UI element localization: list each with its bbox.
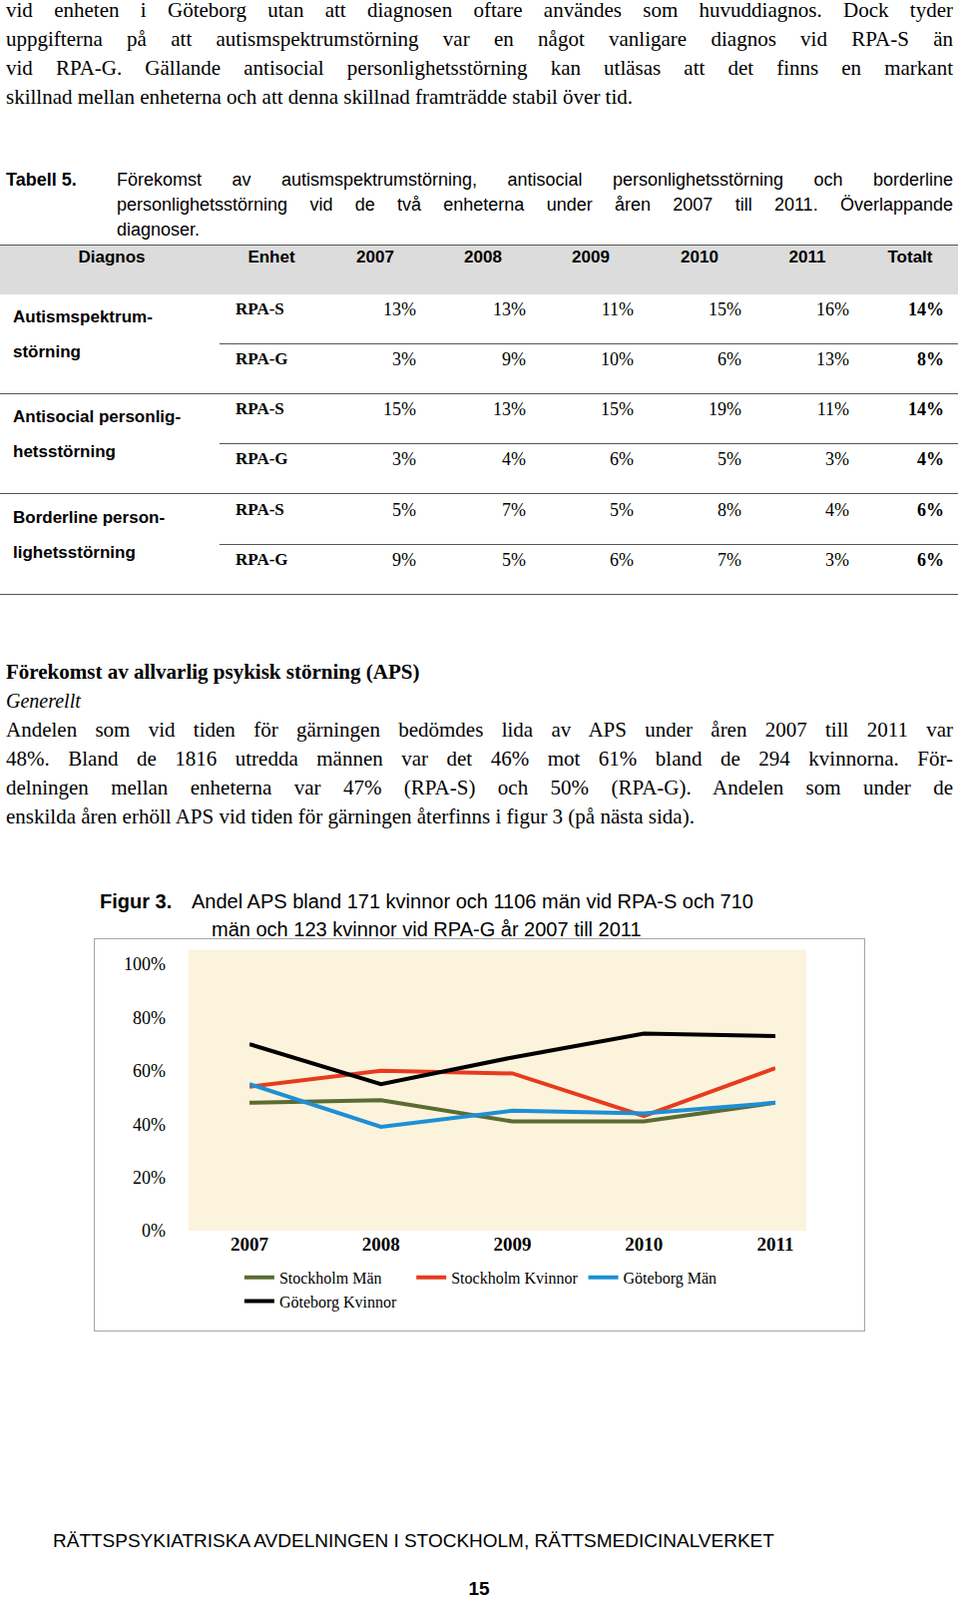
html-text:9%: 9% — [501, 349, 526, 370]
html-text:13%: 13% — [492, 399, 526, 420]
html-text:RPA-G: RPA-G — [235, 449, 288, 469]
svg-text:Göteborg Män: Göteborg Män — [623, 1269, 717, 1288]
html-text:8%: 8% — [717, 499, 742, 520]
html-text:3%: 3% — [825, 549, 850, 570]
html-text:Figur 3.: Figur 3. — [99, 890, 172, 913]
html-text:6%: 6% — [917, 499, 945, 520]
html-text:Andel APS bland 171 kvinnor oc: Andel APS bland 171 kvinnor och 1106 män… — [191, 890, 754, 913]
svg-text:Göteborg Kvinnor: Göteborg Kvinnor — [279, 1293, 398, 1312]
html-text:störning: störning — [12, 342, 81, 362]
svg-text:2009: 2009 — [493, 1233, 532, 1255]
html-text:Totalt: Totalt — [887, 247, 933, 267]
html-text:män och 123 kvinnor vid RPA-G: män och 123 kvinnor vid RPA-G år 2007 ti… — [211, 918, 642, 941]
html-text:13%: 13% — [492, 299, 526, 320]
html-text:3%: 3% — [825, 449, 850, 470]
html-text:3%: 3% — [392, 349, 417, 370]
html-text:2007: 2007 — [356, 247, 395, 267]
svg-text:Stockholm Kvinnor: Stockholm Kvinnor — [451, 1269, 578, 1287]
svg-text:Stockholm Män: Stockholm Män — [279, 1269, 383, 1287]
html-text:Tabell 5.: Tabell 5. — [5, 169, 77, 190]
html-text:Antisocial personlig-: Antisocial personlig- — [12, 407, 181, 427]
html-text:14%: 14% — [908, 299, 945, 320]
html-text:Autismspektrum-: Autismspektrum- — [12, 307, 153, 327]
html-text:15: 15 — [468, 1577, 490, 1599]
svg-text:2007: 2007 — [230, 1233, 270, 1255]
svg-text:2008: 2008 — [362, 1233, 401, 1255]
html-text:RPA-S: RPA-S — [235, 399, 285, 419]
html-text:15%: 15% — [708, 299, 742, 320]
html-text:4%: 4% — [501, 449, 526, 470]
html-text:vid RPA-G. Gällande antisocial: vid RPA-G. Gällande antisocial personlig… — [5, 55, 954, 80]
html-text:9%: 9% — [392, 549, 417, 570]
html-text:5%: 5% — [717, 449, 742, 470]
svg-text:0%: 0% — [141, 1220, 166, 1241]
html-text:15%: 15% — [383, 399, 417, 420]
svg-text:20%: 20% — [132, 1167, 166, 1188]
html-text:enskilda åren erhöll APS vid t: enskilda åren erhöll APS vid tiden för g… — [5, 804, 695, 829]
html-text:Diagnos: Diagnos — [78, 247, 146, 267]
html-text:RÄTTSPSYKIATRISKA AVDELNINGEN: RÄTTSPSYKIATRISKA AVDELNINGEN I STOCKHOL… — [52, 1529, 775, 1551]
html-text:Förekomst av autismspektrumstö: Förekomst av autismspektrumstörning, ant… — [116, 169, 954, 190]
html-text:11%: 11% — [601, 299, 634, 320]
html-text:6%: 6% — [717, 349, 742, 370]
svg-text:2010: 2010 — [624, 1233, 663, 1255]
html-text:5%: 5% — [609, 499, 634, 520]
html-text:RPA-S: RPA-S — [235, 299, 285, 319]
html-text:2011: 2011 — [788, 247, 826, 267]
html-text:7%: 7% — [501, 499, 526, 520]
html-text:19%: 19% — [708, 399, 742, 420]
html-text:personlighetsstörning vid de t: personlighetsstörning vid de två enheter… — [116, 194, 954, 215]
html-text:2010: 2010 — [680, 247, 719, 267]
html-text:5%: 5% — [392, 499, 417, 520]
html-text:lighetsstörning: lighetsstörning — [12, 542, 136, 562]
html-text:RPA-G: RPA-G — [235, 349, 288, 369]
html-text:RPA-G: RPA-G — [235, 549, 288, 569]
svg-text:40%: 40% — [132, 1114, 166, 1135]
html-text:14%: 14% — [908, 399, 945, 420]
svg-text:2011: 2011 — [757, 1233, 795, 1255]
html-text:10%: 10% — [600, 349, 634, 370]
html-text:4%: 4% — [825, 499, 850, 520]
html-text:RPA-S: RPA-S — [235, 499, 285, 519]
html-text:6%: 6% — [609, 449, 634, 470]
html-text:Enhet: Enhet — [247, 247, 295, 267]
html-text:Borderline person-: Borderline person- — [12, 507, 165, 527]
html-text:6%: 6% — [917, 549, 945, 570]
svg-text:100%: 100% — [123, 954, 166, 974]
html-text:hetsstörning: hetsstörning — [12, 442, 116, 462]
html-text:Förekomst av allvarlig psykisk: Förekomst av allvarlig psykisk störning … — [5, 659, 420, 684]
html-text:uppgifterna på att autismspekt: uppgifterna på att autismspektrumstörnin… — [5, 26, 954, 51]
html-text:skillnad mellan enheterna och: skillnad mellan enheterna och att denna … — [5, 84, 633, 109]
svg-text:80%: 80% — [132, 1007, 166, 1028]
html-text:5%: 5% — [501, 549, 526, 570]
html-text:3%: 3% — [392, 449, 417, 470]
html-text:delningen mellan enheterna var: delningen mellan enheterna var 47% (RPA-… — [5, 775, 954, 800]
html-text:13%: 13% — [816, 349, 850, 370]
html-text:2009: 2009 — [571, 247, 610, 267]
html-text:11%: 11% — [816, 399, 850, 420]
html-text:7%: 7% — [717, 549, 742, 570]
html-text:15%: 15% — [600, 399, 634, 420]
html-text:4%: 4% — [917, 449, 945, 470]
html-text:16%: 16% — [816, 299, 850, 320]
html-text:48%. Bland de 1816 utredda män: 48%. Bland de 1816 utredda männen var de… — [5, 746, 954, 771]
svg-text:60%: 60% — [132, 1060, 166, 1081]
html-text:Generellt: Generellt — [5, 689, 81, 712]
html-text:13%: 13% — [383, 299, 417, 320]
html-text:diagnoser.: diagnoser. — [116, 219, 200, 240]
html-text:Andelen som vid tiden för gärn: Andelen som vid tiden för gärningen bedö… — [5, 717, 954, 742]
html-text:8%: 8% — [917, 349, 945, 370]
html-text:6%: 6% — [609, 549, 634, 570]
html-text:2008: 2008 — [464, 247, 502, 267]
